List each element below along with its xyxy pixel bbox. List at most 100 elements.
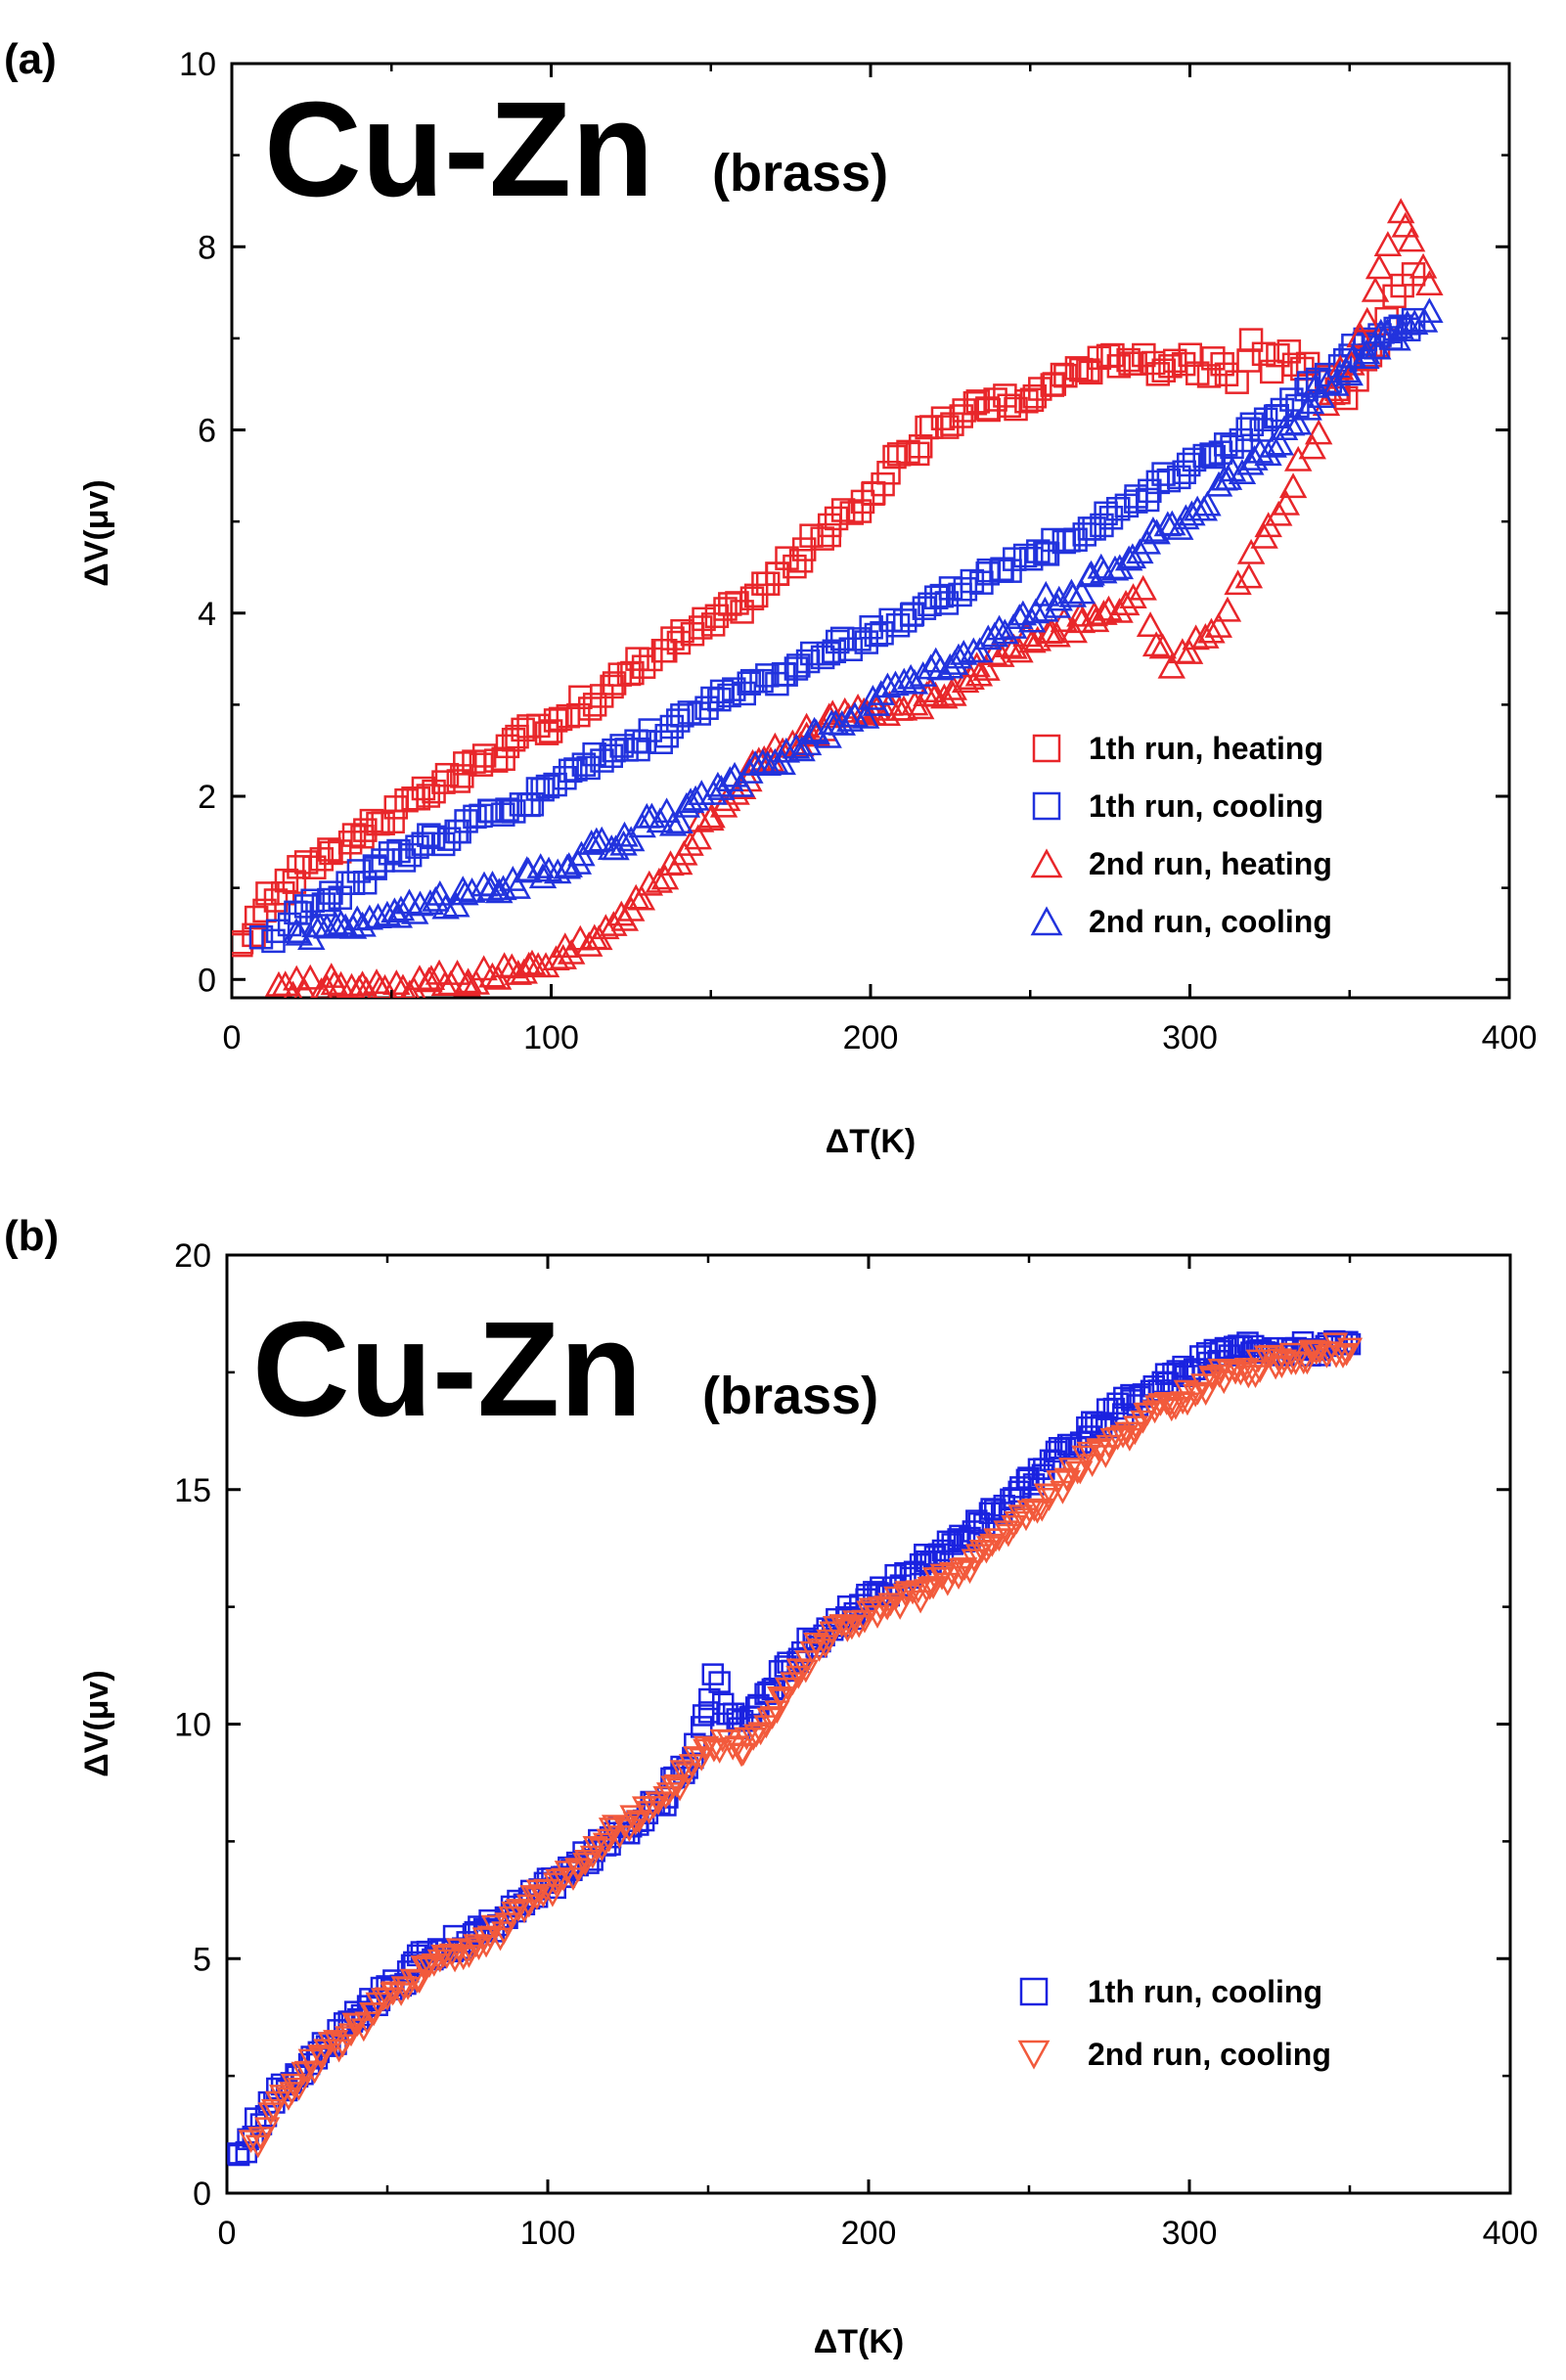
data-point [534, 856, 563, 882]
data-point [391, 848, 417, 873]
panel-a-title: Cu-Zn [264, 74, 654, 225]
data-point [257, 2102, 284, 2127]
data-point [622, 1812, 649, 1836]
data-point [1157, 1393, 1184, 1417]
data-point [1387, 316, 1415, 341]
data-point [453, 751, 477, 776]
data-point [1245, 437, 1275, 464]
data-point [626, 1810, 652, 1834]
data-point [1012, 621, 1041, 648]
data-point [399, 1968, 425, 1993]
data-point [1415, 297, 1444, 324]
data-point [1176, 452, 1201, 477]
data-point [563, 757, 588, 782]
data-point [582, 693, 607, 717]
legend-marker-1 [1032, 734, 1061, 763]
y-tick-label: 10 [174, 1707, 211, 1744]
data-point [816, 1629, 842, 1653]
data-point [515, 857, 543, 883]
series-2 [238, 1332, 1364, 2159]
data-point [828, 709, 856, 736]
data-point [1038, 1484, 1064, 1507]
data-point [767, 1686, 793, 1710]
y-tick-label: 6 [198, 413, 216, 450]
data-point [701, 1663, 725, 1685]
data-point [1401, 262, 1426, 287]
data-point [1298, 433, 1326, 460]
data-point [1213, 432, 1238, 457]
data-point [1175, 639, 1204, 664]
panel-b-x-axis-title: ΔT(K) [814, 2323, 904, 2360]
data-point [867, 680, 895, 705]
data-point [906, 694, 935, 720]
data-point [1201, 346, 1226, 371]
data-point [704, 604, 730, 629]
data-point [1352, 338, 1381, 365]
data-point [962, 390, 988, 416]
data-point [337, 831, 363, 855]
data-point [334, 2026, 361, 2050]
data-point [287, 855, 311, 879]
data-point [1259, 431, 1287, 458]
data-point [1090, 600, 1118, 625]
panel-b-label: (b) [4, 1212, 59, 1260]
data-point [652, 797, 681, 824]
data-point [817, 513, 842, 538]
series-2 [248, 307, 1426, 954]
data-point [700, 612, 726, 637]
data-point [824, 506, 849, 531]
data-point [1304, 419, 1333, 445]
data-point [232, 930, 254, 955]
data-point [244, 905, 269, 930]
data-point [1111, 590, 1141, 616]
data-point [672, 791, 701, 818]
data-point [851, 702, 880, 729]
data-point [1346, 322, 1374, 348]
data-point [1213, 596, 1242, 622]
data-point [416, 784, 441, 808]
data-point [485, 877, 514, 904]
data-point [806, 1639, 832, 1662]
data-point [1114, 545, 1143, 571]
legend-label-1: 1th run, cooling [1088, 1974, 1322, 2009]
data-point [687, 701, 711, 726]
data-point [917, 592, 942, 616]
data-point [1335, 360, 1364, 386]
data-point [1148, 633, 1178, 659]
data-point [558, 758, 583, 784]
data-point [282, 965, 311, 991]
panel-b-subtitle: (brass) [702, 1367, 878, 1425]
data-point [293, 977, 316, 998]
data-point [694, 696, 719, 720]
data-point [1336, 1337, 1364, 1362]
data-point [471, 1927, 498, 1952]
data-point [255, 881, 280, 906]
data-point [965, 637, 994, 663]
data-point [878, 607, 903, 633]
data-point [991, 618, 1019, 645]
data-point [782, 733, 811, 759]
data-point [1247, 1360, 1274, 1383]
data-point [592, 1832, 619, 1857]
data-point [443, 960, 471, 985]
y-tick-label: 20 [174, 1237, 211, 1275]
data-point [1171, 351, 1196, 377]
data-point [454, 967, 482, 994]
data-point [1397, 226, 1426, 252]
data-point [310, 977, 334, 998]
data-point [810, 526, 834, 551]
x-tick-label: 300 [1162, 2215, 1218, 2252]
data-point [947, 1528, 969, 1550]
data-point [378, 841, 403, 866]
data-point [625, 647, 649, 671]
data-point [1234, 562, 1264, 589]
data-point [1204, 612, 1233, 638]
data-point [364, 903, 392, 928]
data-point [495, 734, 520, 759]
data-point [616, 826, 646, 852]
data-point [1278, 472, 1308, 499]
data-point [511, 717, 535, 742]
data-point [1238, 328, 1264, 352]
data-point [1093, 1445, 1119, 1468]
